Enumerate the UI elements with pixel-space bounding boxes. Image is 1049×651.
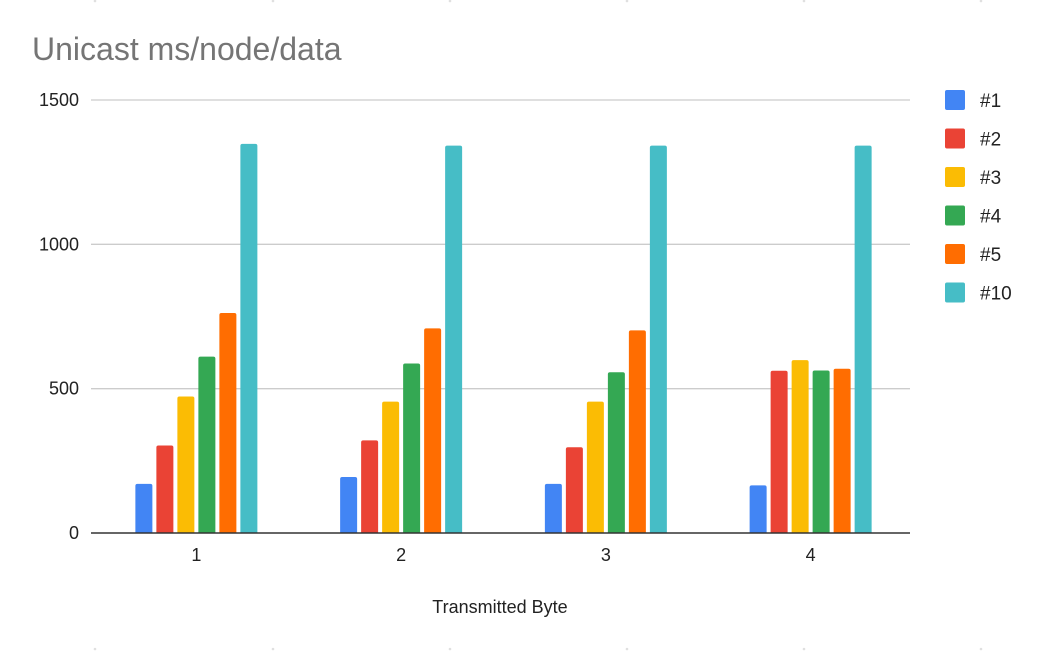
bar-series-3-cat-3: [586, 401, 604, 533]
bar-series-1-cat-2: [340, 476, 358, 533]
legend-label: #10: [980, 284, 1012, 305]
bar-series-10-cat-4: [854, 145, 872, 534]
legend-label: #3: [980, 168, 1001, 189]
bar-series-3-cat-4: [791, 360, 809, 533]
bar-series-4-cat-2: [403, 363, 421, 533]
legend-swatch: [945, 167, 965, 187]
bar-series-5-cat-2: [424, 328, 442, 533]
edge-dot: [271, 647, 275, 651]
edge-dot: [93, 647, 97, 651]
legend-swatch: [945, 205, 965, 226]
x-tick-label: 4: [806, 545, 816, 565]
bar-series-1-cat-3: [544, 483, 562, 533]
bar-series-3-cat-1: [177, 396, 195, 533]
y-tick-label: 1500: [39, 90, 79, 110]
bar-series-2-cat-1: [156, 445, 174, 533]
y-tick-label: 1000: [39, 234, 79, 254]
bar-series-5-cat-3: [628, 330, 646, 533]
legend-label: #1: [980, 91, 1001, 112]
bars: [135, 143, 872, 534]
bar-series-1-cat-4: [749, 485, 767, 533]
edge-dot: [93, 0, 97, 3]
edge-dot: [802, 647, 806, 651]
legend-label: #2: [980, 130, 1001, 151]
edge-dot: [979, 0, 983, 3]
edge-dot: [448, 0, 452, 3]
edge-dot: [979, 647, 983, 651]
gridlines: [91, 99, 910, 390]
bar-series-10-cat-1: [240, 143, 258, 534]
bar-series-2-cat-2: [361, 440, 379, 533]
bar-series-1-cat-1: [135, 483, 153, 533]
x-axis-label: Transmitted Byte: [432, 597, 567, 617]
bar-series-4-cat-1: [198, 356, 216, 533]
bar-series-2-cat-3: [565, 447, 583, 533]
bar-series-5-cat-4: [833, 368, 851, 533]
x-tick-label: 1: [191, 545, 201, 565]
bar-series-4-cat-4: [812, 370, 830, 533]
legend-label: #5: [980, 245, 1001, 266]
y-tick-label: 0: [69, 523, 79, 543]
edge-dot: [448, 647, 452, 651]
x-axis-ticks: 1 2 3 4: [191, 545, 815, 565]
edge-dot: [625, 0, 629, 3]
bar-series-2-cat-4: [770, 370, 788, 533]
y-axis-ticks: 0 500 1000 1500: [39, 90, 79, 543]
edge-dot: [802, 0, 806, 3]
bar-series-10-cat-3: [649, 145, 667, 534]
legend-label: #4: [980, 207, 1002, 228]
legend-swatch: [945, 244, 965, 264]
bar-series-5-cat-1: [219, 313, 237, 533]
x-tick-label: 2: [396, 545, 406, 565]
edge-dot: [271, 0, 275, 3]
bar-series-3-cat-2: [382, 401, 400, 533]
legend-swatch: [945, 128, 965, 149]
legend-swatch: [945, 90, 965, 110]
legend-swatch: [945, 282, 965, 303]
edge-dots: [93, 0, 983, 651]
chart-title: Unicast ms/node/data: [32, 31, 342, 67]
y-tick-label: 500: [49, 379, 79, 399]
edge-dot: [625, 647, 629, 651]
bar-series-10-cat-2: [445, 145, 463, 534]
bar-series-4-cat-3: [607, 372, 625, 533]
legend: #1 #2 #3 #4 #5 #10: [945, 90, 1012, 305]
x-tick-label: 3: [601, 545, 611, 565]
